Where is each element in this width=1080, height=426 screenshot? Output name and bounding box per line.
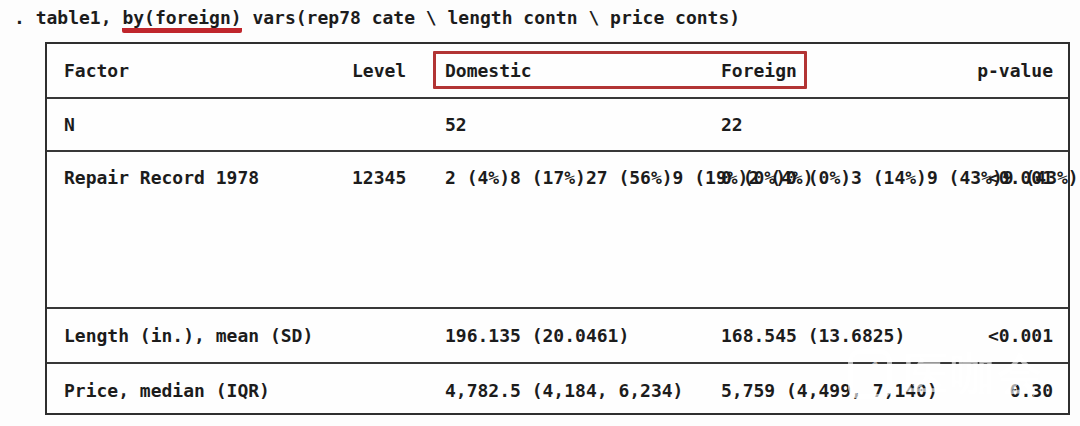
length-foreign-value: 168.545 (13.6825) <box>721 309 905 362</box>
header-foreign: Foreign <box>721 44 797 97</box>
header-factor: Factor <box>64 44 129 97</box>
price-domestic-value: 4,782.5 (4,184, 6,234) <box>445 364 683 417</box>
header-p-value: p-value <box>977 44 1053 97</box>
repair-label: Repair Record 1978 <box>64 152 259 319</box>
repair-level-2: 2 <box>363 164 374 191</box>
table-row-repair-record: Repair Record 1978 1 2 3 4 5 2 (4%) 8 (1… <box>47 152 1068 309</box>
repair-level-5: 5 <box>395 164 406 191</box>
price-p-value: 0.30 <box>1010 364 1053 417</box>
table-row-length: Length (in.), mean (SD) 196.135 (20.0461… <box>47 309 1068 364</box>
repair-level-1: 1 <box>352 164 363 191</box>
repair-level-4: 4 <box>385 164 396 191</box>
price-label: Price, median (IQR) <box>64 364 270 417</box>
table-row-n: N 52 22 <box>47 99 1068 152</box>
command-highlight-by-foreign: by(foreign) <box>122 7 241 33</box>
repair-foreign-1: 0 (0%) <box>721 164 786 191</box>
length-p-value: <0.001 <box>988 309 1053 362</box>
price-foreign-value: 5,759 (4,499, 7,140) <box>721 364 938 417</box>
repair-p-value: <0.001 <box>988 152 1053 319</box>
table-row-price: Price, median (IQR) 4,782.5 (4,184, 6,23… <box>47 364 1068 417</box>
length-label: Length (in.), mean (SD) <box>64 309 313 362</box>
table1-results-table: Factor Level Domestic Foreign p-value N … <box>45 42 1070 415</box>
stata-output-screenshot: . table1, by(foreign) vars(rep78 cate \ … <box>0 0 1080 426</box>
n-foreign-value: 22 <box>721 99 743 150</box>
repair-level-column: 1 2 3 4 5 <box>352 152 406 319</box>
repair-foreign-3: 3 (14%) <box>851 164 927 191</box>
n-label: N <box>64 99 75 150</box>
repair-foreign-2: 0 (0%) <box>786 164 851 191</box>
repair-level-3: 3 <box>374 164 385 191</box>
repair-domestic-3: 27 (56%) <box>586 164 673 191</box>
header-domestic: Domestic <box>445 44 532 97</box>
length-domestic-value: 196.135 (20.0461) <box>445 309 629 362</box>
command-line: . table1, by(foreign) vars(rep78 cate \ … <box>14 7 740 33</box>
header-level: Level <box>352 44 406 97</box>
command-suffix: vars(rep78 cate \ length contn \ price c… <box>242 7 741 28</box>
repair-domestic-2: 8 (17%) <box>510 164 586 191</box>
repair-domestic-1: 2 (4%) <box>445 164 510 191</box>
table-header-row: Factor Level Domestic Foreign p-value <box>47 44 1068 99</box>
n-domestic-value: 52 <box>445 99 467 150</box>
command-prefix: . table1, <box>14 7 122 28</box>
